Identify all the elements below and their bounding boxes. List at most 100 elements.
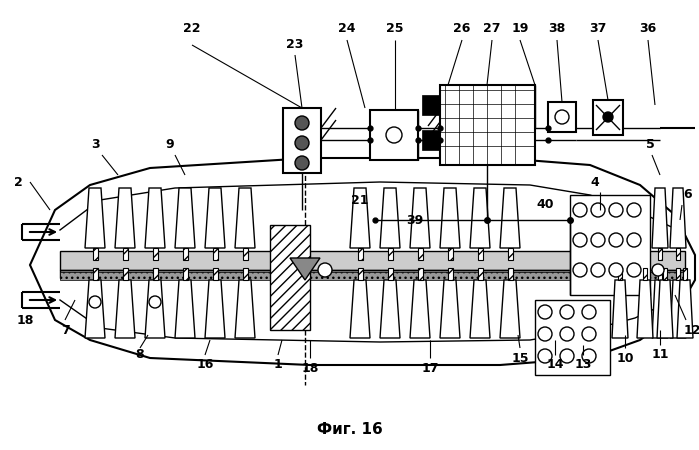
Text: 17: 17 <box>421 361 439 374</box>
Circle shape <box>573 203 587 217</box>
Text: 3: 3 <box>91 139 99 152</box>
Bar <box>683 268 687 280</box>
Circle shape <box>538 349 552 363</box>
Polygon shape <box>350 188 370 248</box>
Polygon shape <box>175 188 195 248</box>
Polygon shape <box>205 280 225 338</box>
Bar <box>60 270 685 278</box>
Bar <box>123 268 128 280</box>
Bar <box>60 272 685 280</box>
Polygon shape <box>380 280 400 338</box>
Text: 11: 11 <box>651 348 669 361</box>
Text: 12: 12 <box>683 324 699 337</box>
Circle shape <box>295 156 309 170</box>
Text: 19: 19 <box>511 22 528 35</box>
Circle shape <box>295 116 309 130</box>
Polygon shape <box>85 280 105 338</box>
Bar <box>388 268 393 280</box>
Text: 38: 38 <box>549 22 565 35</box>
Circle shape <box>560 327 574 341</box>
Bar <box>478 248 483 260</box>
Circle shape <box>591 203 605 217</box>
Polygon shape <box>500 280 520 338</box>
Text: 5: 5 <box>646 139 654 152</box>
Circle shape <box>591 263 605 277</box>
Polygon shape <box>30 158 695 365</box>
Text: 13: 13 <box>575 359 591 372</box>
Bar <box>418 248 423 260</box>
Bar <box>418 268 423 280</box>
Bar <box>676 268 680 280</box>
Bar <box>478 268 483 280</box>
Circle shape <box>560 349 574 363</box>
Polygon shape <box>440 280 460 338</box>
Circle shape <box>573 263 587 277</box>
Bar <box>213 268 218 280</box>
Bar <box>448 268 453 280</box>
Text: 22: 22 <box>183 22 201 35</box>
Polygon shape <box>270 225 310 330</box>
Polygon shape <box>657 280 673 338</box>
Circle shape <box>627 233 641 247</box>
Polygon shape <box>410 188 430 248</box>
Circle shape <box>149 296 161 308</box>
Text: 14: 14 <box>546 359 564 372</box>
Bar <box>183 248 188 260</box>
Text: 6: 6 <box>684 189 692 202</box>
Circle shape <box>386 127 402 143</box>
Polygon shape <box>350 280 370 338</box>
Bar <box>535 300 610 375</box>
Polygon shape <box>380 188 400 248</box>
Circle shape <box>89 296 101 308</box>
Circle shape <box>582 305 596 319</box>
Circle shape <box>555 110 569 124</box>
Bar <box>548 102 576 132</box>
Polygon shape <box>652 280 668 338</box>
Text: 39: 39 <box>406 213 424 226</box>
Polygon shape <box>637 280 653 338</box>
Text: 25: 25 <box>387 22 404 35</box>
Circle shape <box>318 263 332 277</box>
Bar <box>183 268 188 280</box>
Bar <box>676 248 680 260</box>
Text: 1: 1 <box>273 359 282 372</box>
Circle shape <box>609 233 623 247</box>
Bar <box>658 268 662 280</box>
Bar <box>422 95 440 115</box>
Bar <box>243 248 248 260</box>
Polygon shape <box>205 188 225 248</box>
Bar <box>153 248 158 260</box>
Polygon shape <box>115 188 135 248</box>
Polygon shape <box>235 280 255 338</box>
Text: 37: 37 <box>589 22 607 35</box>
Bar <box>283 108 321 173</box>
Polygon shape <box>85 188 105 248</box>
Bar <box>213 248 218 260</box>
Polygon shape <box>470 280 490 338</box>
Polygon shape <box>670 280 686 338</box>
Polygon shape <box>145 188 165 248</box>
Circle shape <box>609 203 623 217</box>
Text: 21: 21 <box>352 194 369 207</box>
Circle shape <box>295 136 309 150</box>
Text: 26: 26 <box>454 22 470 35</box>
Bar <box>123 248 128 260</box>
Polygon shape <box>290 258 320 280</box>
Bar <box>643 268 647 280</box>
Bar <box>570 195 650 295</box>
Text: 8: 8 <box>136 348 144 361</box>
Text: 27: 27 <box>483 22 500 35</box>
Bar <box>658 248 662 260</box>
Bar <box>60 251 685 270</box>
Text: 18: 18 <box>301 361 319 374</box>
Bar <box>663 268 667 280</box>
Bar <box>508 248 513 260</box>
Polygon shape <box>175 280 195 338</box>
Polygon shape <box>677 280 693 338</box>
Circle shape <box>627 203 641 217</box>
Bar <box>93 248 98 260</box>
Circle shape <box>538 305 552 319</box>
Text: 2: 2 <box>13 176 22 189</box>
Bar <box>358 268 363 280</box>
Bar <box>243 268 248 280</box>
